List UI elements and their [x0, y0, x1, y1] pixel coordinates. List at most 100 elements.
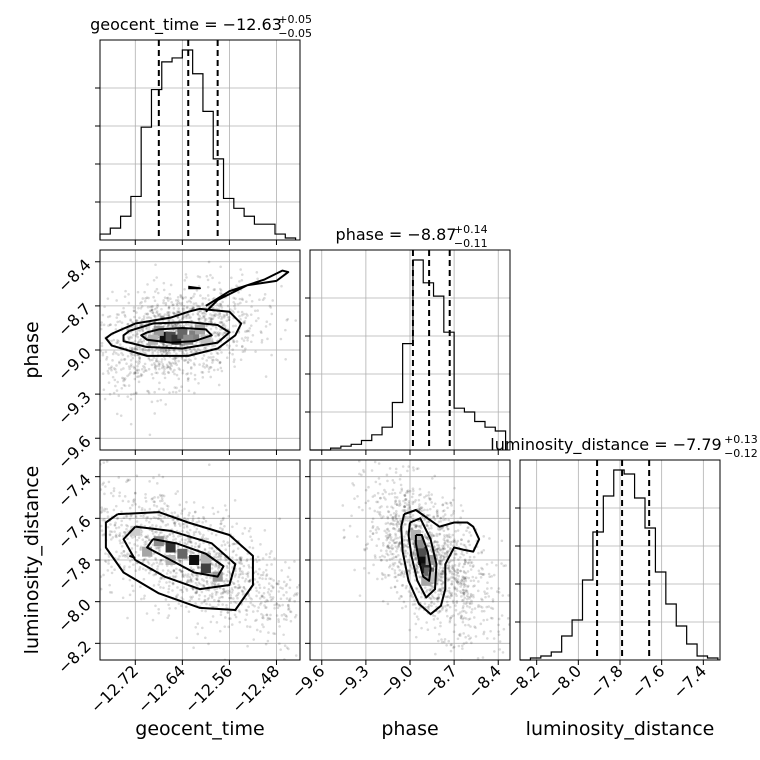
sample-point	[440, 583, 444, 586]
sample-point	[251, 333, 255, 337]
sample-point	[158, 381, 161, 385]
sample-point	[229, 597, 233, 600]
sample-point	[227, 625, 230, 629]
sample-point	[436, 589, 440, 593]
sample-point	[135, 324, 139, 328]
sample-point	[103, 492, 106, 496]
sample-point	[49, 352, 52, 355]
sample-point	[154, 365, 157, 369]
contour-line	[188, 285, 201, 290]
sample-point	[256, 580, 259, 584]
sample-point	[137, 341, 140, 344]
sample-point	[145, 316, 149, 319]
sample-point	[177, 367, 181, 370]
density-cell	[421, 575, 432, 586]
sample-point	[163, 357, 167, 361]
sample-point	[329, 592, 332, 595]
sample-point	[470, 608, 474, 611]
sample-point	[402, 509, 406, 512]
sample-point	[327, 650, 330, 653]
sample-point	[210, 352, 213, 355]
sample-point	[223, 331, 227, 334]
sample-point	[180, 538, 184, 541]
sample-point	[441, 580, 445, 584]
sample-point	[178, 559, 182, 563]
sample-point	[242, 312, 246, 316]
density-cell	[177, 328, 188, 339]
sample-point	[374, 556, 377, 559]
sample-point	[287, 605, 290, 609]
sample-point	[455, 553, 458, 556]
sample-point	[202, 316, 205, 319]
sample-point	[172, 538, 175, 542]
sample-point	[198, 363, 201, 366]
sample-point	[384, 522, 388, 525]
sample-point	[214, 533, 218, 537]
sample-point	[468, 617, 472, 621]
sample-point	[214, 314, 217, 317]
sample-point	[452, 614, 455, 617]
sample-point	[47, 454, 50, 457]
sample-point	[141, 329, 145, 333]
sample-point	[233, 585, 237, 589]
sample-point	[128, 346, 132, 350]
title-upper-error: +0.13	[724, 433, 758, 446]
sample-point	[443, 542, 447, 545]
sample-point	[229, 596, 233, 600]
sample-point	[330, 635, 333, 638]
sample-point	[462, 553, 465, 557]
sample-point	[218, 596, 221, 600]
sample-point	[460, 538, 463, 542]
sample-point	[250, 305, 253, 308]
sample-point	[400, 489, 404, 492]
sample-point	[167, 299, 170, 302]
sample-point	[217, 333, 221, 336]
sample-point	[151, 532, 155, 535]
sample-point	[436, 515, 439, 518]
sample-point	[382, 436, 385, 439]
sample-point	[225, 319, 229, 323]
sample-point	[265, 613, 269, 617]
sample-point	[390, 557, 394, 561]
contour-line	[104, 511, 254, 611]
sample-point	[414, 525, 418, 528]
sample-point	[209, 313, 212, 316]
sample-point	[388, 533, 392, 537]
sample-point	[225, 578, 228, 581]
sample-point	[194, 577, 198, 580]
sample-point	[371, 525, 375, 528]
sample-point	[407, 502, 411, 505]
sample-point	[377, 477, 381, 480]
sample-point	[256, 555, 260, 559]
sample-point	[427, 538, 430, 542]
sample-point	[391, 506, 395, 510]
sample-point	[206, 365, 209, 368]
sample-point	[155, 359, 158, 363]
sample-point	[441, 587, 445, 590]
sample-point	[394, 532, 397, 536]
sample-point	[220, 320, 224, 324]
sample-point	[266, 337, 269, 341]
sample-point	[412, 523, 416, 527]
sample-point	[436, 541, 439, 544]
sample-point	[237, 583, 241, 587]
sample-point	[195, 590, 199, 594]
sample-point	[200, 316, 203, 320]
sample-point	[491, 617, 494, 620]
sample-point	[70, 384, 73, 387]
sample-point	[190, 597, 193, 600]
sample-point	[403, 494, 407, 497]
x-tick-label: −7.6	[628, 661, 669, 702]
sample-point	[94, 499, 97, 502]
sample-point	[189, 300, 193, 304]
sample-point	[123, 378, 126, 382]
sample-point	[204, 297, 207, 300]
sample-point	[437, 546, 440, 550]
sample-point	[145, 536, 149, 539]
sample-point	[118, 534, 121, 537]
sample-point	[102, 323, 106, 327]
sample-point	[483, 590, 486, 593]
sample-point	[101, 483, 104, 486]
sample-point	[126, 616, 129, 620]
sample-point	[226, 591, 229, 595]
